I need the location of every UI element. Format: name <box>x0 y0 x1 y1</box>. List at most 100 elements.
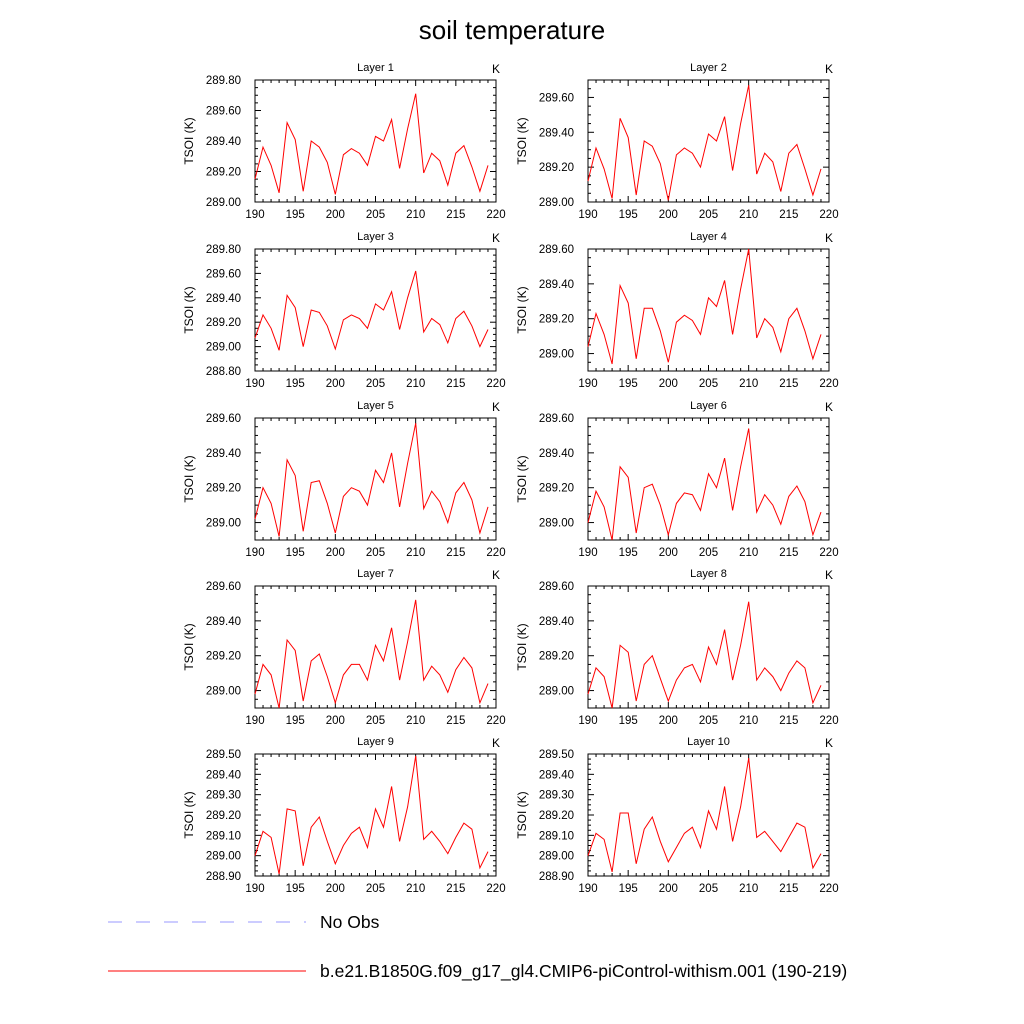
x-tick-label: 205 <box>699 715 718 727</box>
x-tick-label: 200 <box>659 209 678 221</box>
x-tick-label: 215 <box>446 883 465 895</box>
plot-frame <box>587 753 830 877</box>
x-tick-label: 210 <box>406 209 425 221</box>
y-tick-label: 289.20 <box>206 483 241 495</box>
x-tick-label: 220 <box>819 715 838 727</box>
panel-layer-4: Layer 4 K TSOI (K) 190 195 200 205 210 215 220 289… <box>515 231 839 390</box>
y-tick-label: 289.00 <box>539 197 574 209</box>
x-tick-label: 190 <box>245 547 264 559</box>
y-tick-label: 289.10 <box>539 830 574 842</box>
series-line-layer-2 <box>587 85 822 201</box>
x-tick-label: 200 <box>326 547 345 559</box>
x-tick-label: 210 <box>406 715 425 727</box>
panel-layer-5: Layer 5 K TSOI (K) 190 195 200 205 210 215 220 289… <box>182 400 506 559</box>
panel-unit-label: K <box>825 400 833 414</box>
x-tick-label: 215 <box>779 883 798 895</box>
x-tick-label: 200 <box>326 209 345 221</box>
x-tick-label: 205 <box>366 883 385 895</box>
panel-layer-10: Layer 10 K TSOI (K) 190 195 200 205 210 215 220 28… <box>515 736 839 895</box>
y-tick-label: 289.20 <box>206 317 241 329</box>
x-tick-label: 190 <box>578 715 597 727</box>
y-tick-label: 289.20 <box>539 810 574 822</box>
y-tick-label: 289.40 <box>539 616 574 628</box>
x-tick-label: 215 <box>779 715 798 727</box>
x-tick-label: 195 <box>619 378 638 390</box>
plot-frame <box>587 417 830 541</box>
y-tick-label: 289.80 <box>206 244 241 256</box>
panel-layer-3: Layer 3 K TSOI (K) 190 195 200 205 210 215 220 288… <box>182 231 506 390</box>
plot-frame <box>254 753 497 877</box>
series-line-layer-1 <box>254 93 489 195</box>
x-tick-label: 190 <box>578 883 597 895</box>
plot-frame <box>254 417 497 541</box>
x-tick-label: 215 <box>779 547 798 559</box>
y-tick-label: 289.20 <box>206 651 241 663</box>
panel-unit-label: K <box>492 62 500 76</box>
panel-title: Layer 6 <box>690 400 727 412</box>
y-axis-label: TSOI (K) <box>182 286 196 333</box>
y-tick-label: 289.60 <box>539 244 574 256</box>
series-line-layer-5 <box>254 423 489 537</box>
panel-layer-2: Layer 2 K TSOI (K) 190 195 200 205 210 215 220 289… <box>515 62 839 221</box>
y-tick-label: 289.40 <box>206 769 241 781</box>
x-tick-label: 210 <box>739 209 758 221</box>
y-tick-label: 289.20 <box>539 162 574 174</box>
series-line-layer-6 <box>587 428 822 541</box>
panel-title: Layer 8 <box>690 568 727 580</box>
panel-layer-1: Layer 1 K TSOI (K) 190 195 200 205 210 215 220 289… <box>182 62 506 221</box>
x-tick-label: 210 <box>406 547 425 559</box>
x-tick-label: 220 <box>819 547 838 559</box>
y-tick-label: 289.80 <box>206 75 241 87</box>
y-tick-label: 289.40 <box>539 127 574 139</box>
y-axis-label: TSOI (K) <box>515 455 529 502</box>
x-tick-label: 220 <box>819 883 838 895</box>
y-tick-label: 289.60 <box>206 268 241 280</box>
x-tick-label: 190 <box>578 547 597 559</box>
y-tick-label: 289.60 <box>206 106 241 118</box>
y-tick-label: 288.90 <box>539 871 574 883</box>
series-line-layer-7 <box>254 599 489 709</box>
y-axis-label: TSOI (K) <box>182 455 196 502</box>
legend-no-obs-label: No Obs <box>320 912 380 932</box>
legend: No Obs b.e21.B1850G.f09_g17_gl4.CMIP6-pi… <box>108 912 847 982</box>
panel-title: Layer 1 <box>357 62 394 74</box>
panel-layer-6: Layer 6 K TSOI (K) 190 195 200 205 210 215 220 289… <box>515 400 839 559</box>
plot-frame <box>254 248 497 372</box>
series-line-layer-8 <box>587 601 822 709</box>
series-line-layer-3 <box>254 270 489 351</box>
panel-unit-label: K <box>492 231 500 245</box>
x-tick-label: 205 <box>366 715 385 727</box>
y-tick-label: 289.20 <box>206 810 241 822</box>
chart-title: soil temperature <box>419 15 605 45</box>
panel-layer-7: Layer 7 K TSOI (K) 190 195 200 205 210 215 220 289… <box>182 568 506 727</box>
x-tick-label: 195 <box>286 378 305 390</box>
y-axis-label: TSOI (K) <box>182 791 196 838</box>
y-tick-label: 289.20 <box>206 167 241 179</box>
x-tick-label: 210 <box>739 715 758 727</box>
legend-model-label: b.e21.B1850G.f09_g17_gl4.CMIP6-piControl… <box>320 961 847 982</box>
x-tick-label: 210 <box>739 883 758 895</box>
x-tick-label: 205 <box>699 883 718 895</box>
y-tick-label: 289.00 <box>206 518 241 530</box>
y-tick-label: 289.20 <box>539 314 574 326</box>
y-tick-label: 289.40 <box>206 136 241 148</box>
x-tick-label: 190 <box>245 378 264 390</box>
x-tick-label: 220 <box>486 715 505 727</box>
y-tick-label: 289.00 <box>539 686 574 698</box>
y-axis-label: TSOI (K) <box>515 117 529 164</box>
x-tick-label: 205 <box>699 209 718 221</box>
panel-title: Layer 7 <box>357 568 394 580</box>
y-tick-label: 289.40 <box>539 769 574 781</box>
panel-unit-label: K <box>492 400 500 414</box>
x-tick-label: 195 <box>286 883 305 895</box>
panel-title: Layer 10 <box>687 736 730 748</box>
x-tick-label: 195 <box>619 883 638 895</box>
x-tick-label: 200 <box>659 715 678 727</box>
x-tick-label: 210 <box>739 378 758 390</box>
panel-unit-label: K <box>492 736 500 750</box>
y-axis-label: TSOI (K) <box>515 623 529 670</box>
y-axis-label: TSOI (K) <box>515 286 529 333</box>
y-tick-label: 289.00 <box>539 518 574 530</box>
series-line-layer-9 <box>254 755 489 875</box>
y-tick-label: 289.60 <box>539 92 574 104</box>
